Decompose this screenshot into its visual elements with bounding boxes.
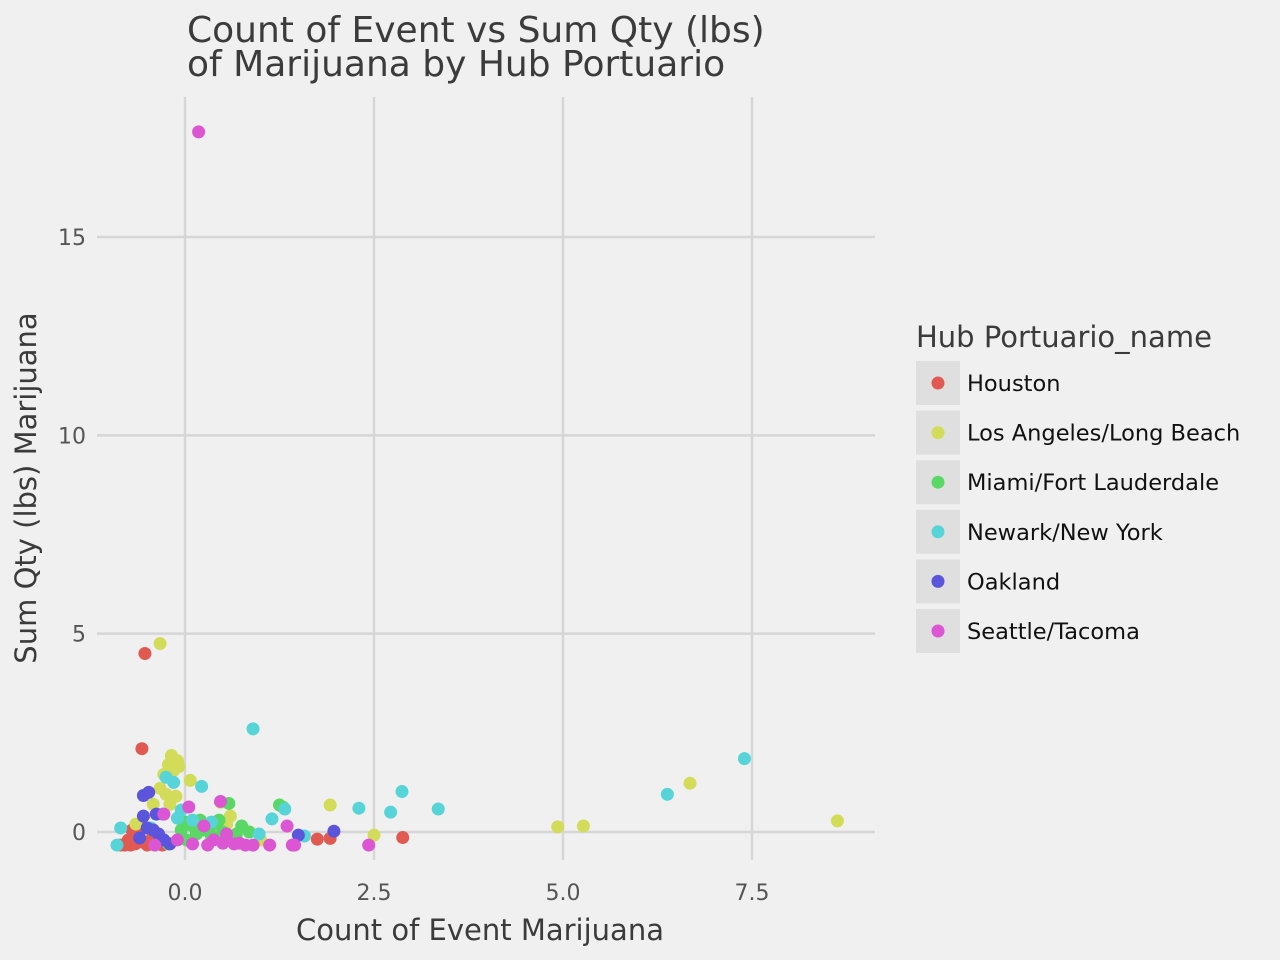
data-point — [170, 833, 184, 847]
y-tick-label: 15 — [58, 226, 86, 251]
data-point — [183, 773, 197, 787]
data-point — [352, 801, 366, 815]
y-tick-label: 0 — [72, 821, 86, 846]
data-point — [159, 787, 173, 801]
data-point — [551, 820, 565, 834]
data-point — [395, 785, 409, 799]
data-point — [163, 797, 177, 811]
grid-lines — [97, 97, 875, 860]
chart-title-line-2: of Marijuana by Hub Portuario — [187, 44, 725, 85]
legend-marker — [931, 525, 945, 539]
x-tick-labels: 0.0 2.5 5.0 7.5 — [168, 881, 770, 906]
data-point — [167, 775, 181, 789]
y-tick-label: 5 — [72, 623, 86, 648]
data-point — [242, 825, 256, 839]
data-point — [310, 832, 324, 846]
chart-title-line-1: Count of Event vs Sum Qty (lbs) — [187, 10, 765, 51]
x-tick-label: 5.0 — [546, 881, 581, 906]
data-point — [252, 827, 266, 841]
data-point — [362, 838, 376, 852]
series-0 — [114, 647, 410, 852]
data-point — [142, 785, 156, 799]
data-point — [146, 797, 160, 811]
data-point — [246, 722, 260, 736]
data-point — [660, 787, 674, 801]
data-point — [207, 833, 221, 847]
data-point — [431, 802, 445, 816]
data-point — [136, 809, 150, 823]
y-axis-title: Sum Qty (lbs) Marijuana — [9, 312, 43, 663]
data-point — [830, 814, 844, 828]
data-point — [683, 776, 697, 790]
y-tick-label: 10 — [58, 424, 86, 449]
data-point — [182, 800, 196, 814]
data-point — [153, 637, 167, 651]
data-point — [327, 824, 341, 838]
data-point — [576, 819, 590, 833]
legend-marker — [931, 624, 945, 638]
legend-marker — [931, 475, 945, 489]
data-point — [195, 779, 209, 793]
x-tick-label: 7.5 — [735, 881, 770, 906]
data-point — [170, 811, 184, 825]
x-axis-title: Count of Event Marijuana — [296, 913, 664, 947]
data-point — [291, 828, 305, 842]
y-tick-labels: 0 5 10 15 — [58, 226, 86, 846]
data-point — [135, 742, 149, 756]
legend-label: Oakland — [967, 569, 1060, 595]
data-point — [148, 838, 162, 852]
legend: Hub Portuario_name Houston Los Angeles/Lo… — [916, 320, 1240, 653]
data-point — [265, 812, 279, 826]
data-point — [157, 807, 171, 821]
legend-label: Seattle/Tacoma — [967, 619, 1140, 645]
legend-title: Hub Portuario_name — [916, 320, 1212, 354]
data-point — [220, 827, 234, 841]
data-point — [278, 802, 292, 816]
data-point — [138, 647, 152, 660]
series-5 — [148, 125, 376, 852]
legend-marker — [931, 376, 945, 390]
legend-label: Miami/Fort Lauderdale — [967, 470, 1219, 496]
data-point — [288, 838, 302, 852]
data-point — [133, 831, 147, 845]
data-point — [214, 794, 228, 808]
data-point — [737, 752, 751, 766]
series-1 — [129, 637, 844, 847]
legend-label: Newark/New York — [967, 520, 1163, 546]
data-points — [110, 125, 844, 852]
data-point — [110, 838, 124, 852]
data-point — [384, 805, 398, 819]
legend-label: Los Angeles/Long Beach — [967, 421, 1240, 447]
legend-marker — [931, 574, 945, 588]
legend-marker — [931, 426, 945, 440]
data-point — [280, 819, 294, 833]
data-point — [114, 821, 128, 835]
legend-label: Houston — [967, 371, 1061, 397]
data-point — [323, 798, 337, 812]
data-point — [396, 831, 410, 845]
data-point — [367, 828, 381, 842]
data-point — [263, 838, 277, 852]
x-tick-label: 2.5 — [357, 881, 392, 906]
data-point — [197, 819, 211, 833]
data-point — [186, 837, 200, 851]
data-point — [232, 836, 246, 850]
x-tick-label: 0.0 — [168, 881, 203, 906]
data-point — [192, 125, 206, 139]
data-point — [174, 823, 188, 837]
data-point — [186, 813, 200, 827]
data-point — [246, 838, 260, 852]
